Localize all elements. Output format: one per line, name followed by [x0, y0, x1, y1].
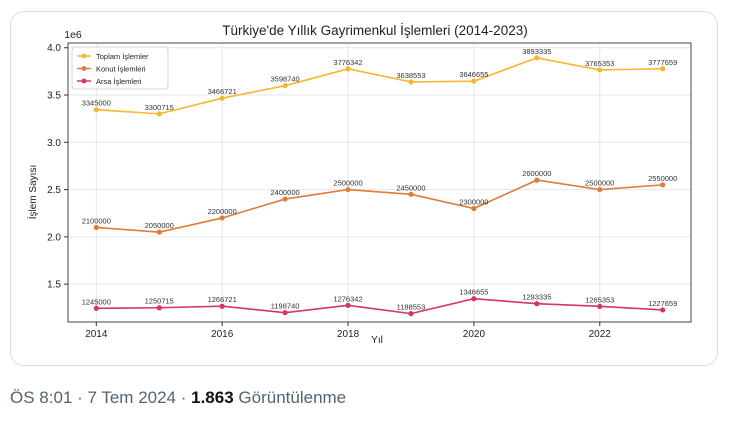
data-label: 3776342 — [333, 58, 362, 67]
legend-swatch-marker — [81, 53, 87, 59]
data-point — [345, 186, 351, 193]
data-label: 3765353 — [585, 59, 614, 68]
data-label: 3345000 — [82, 99, 111, 108]
legend-swatch-marker — [81, 66, 87, 71]
legend-swatch-marker — [81, 78, 87, 84]
chart-card[interactable]: 1.5 2.0 2.5 3.0 3.5 4.0 2014 2016 2018 2020 2022 33… — [10, 11, 718, 366]
data-point — [408, 191, 414, 197]
view-count: 1.863 — [191, 388, 234, 407]
legend-entry: Arsa İşlemleri — [96, 77, 142, 86]
data-label: 1250715 — [145, 297, 174, 306]
data-label: 2600000 — [522, 169, 551, 178]
data-point — [219, 215, 225, 221]
legend-entry: Konut İşlemleri — [96, 64, 146, 73]
data-point — [282, 310, 288, 316]
data-label: 1227659 — [648, 299, 677, 308]
x-tick-label: 2020 — [463, 329, 486, 340]
data-point — [345, 66, 351, 72]
data-point — [282, 196, 288, 202]
legend-entry: Toplam İşlemler — [96, 52, 149, 61]
y-tick-label: 1.5 — [47, 280, 61, 291]
data-point — [471, 78, 477, 84]
data-point — [534, 177, 540, 183]
line-chart: 1.5 2.0 2.5 3.0 3.5 4.0 2014 2016 2018 2020 2022 33… — [26, 23, 692, 346]
x-tick-label: 2014 — [85, 329, 108, 340]
x-axis-label: Yıl — [371, 335, 383, 346]
x-tick-label: 2022 — [589, 329, 612, 340]
data-point — [219, 95, 225, 101]
series-line — [96, 56, 663, 115]
data-label: 2200000 — [208, 207, 237, 216]
data-label: 1245000 — [82, 297, 111, 306]
data-point — [345, 302, 351, 308]
data-point — [408, 79, 414, 85]
data-label: 2550000 — [648, 174, 677, 183]
data-label: 3300715 — [145, 103, 174, 112]
data-label: 1293335 — [522, 293, 551, 302]
data-point — [534, 301, 540, 307]
tweet-date[interactable]: 7 Tem 2024 — [87, 388, 177, 407]
data-point — [282, 83, 288, 89]
series-line — [96, 179, 663, 233]
y-tick-label: 2.5 — [47, 185, 61, 196]
data-label: 1266721 — [208, 295, 237, 304]
data-label: 1188553 — [397, 303, 426, 312]
y-tick-label: 4.0 — [47, 43, 61, 54]
x-tick-label: 2018 — [337, 329, 360, 340]
tweet-meta: ÖS 8:01 · 7 Tem 2024 · 1.863 Görüntülenm… — [10, 388, 346, 408]
data-point — [660, 307, 666, 313]
data-point — [93, 107, 99, 113]
data-label: 2400000 — [271, 188, 300, 197]
view-label: Görüntülenme — [238, 388, 347, 407]
data-point — [408, 311, 414, 317]
chart-title: Türkiye'de Yıllık Gayrimenkul İşlemleri … — [222, 23, 527, 38]
data-label: 3638553 — [396, 71, 425, 80]
y-tick-label: 2.0 — [47, 232, 61, 243]
data-label: 1276342 — [333, 294, 362, 303]
data-point — [156, 229, 162, 235]
data-point — [156, 111, 162, 117]
data-label: 2100000 — [82, 216, 111, 225]
data-point — [597, 67, 603, 73]
data-label: 1198740 — [271, 302, 300, 311]
data-point — [534, 55, 540, 61]
y-tick-label: 3.5 — [47, 91, 61, 102]
data-point — [219, 303, 225, 309]
data-label: 3777659 — [648, 58, 677, 67]
legend-box — [71, 46, 169, 90]
data-label: 2450000 — [396, 183, 425, 192]
data-label: 3466721 — [208, 87, 237, 96]
y-axis-offset-label: 1e6 — [64, 29, 82, 41]
data-label: 2500000 — [333, 179, 362, 188]
data-point — [471, 296, 477, 302]
data-label: 2300000 — [459, 198, 488, 207]
x-tick-label: 2016 — [211, 329, 234, 340]
data-point — [93, 305, 99, 311]
data-point — [93, 224, 99, 231]
data-label: 3646655 — [459, 70, 488, 79]
data-label: 1265353 — [585, 295, 614, 304]
y-tick-label: 3.0 — [47, 138, 61, 149]
data-label: 3598740 — [271, 75, 300, 84]
data-label: 1346655 — [459, 288, 488, 297]
plot-frame — [67, 42, 692, 323]
tweet-time[interactable]: ÖS 8:01 — [10, 388, 73, 407]
data-point — [597, 186, 603, 193]
data-point — [597, 303, 603, 309]
data-label: 2500000 — [585, 179, 614, 188]
data-point — [660, 182, 666, 188]
y-axis-label: İşlem Sayısı — [26, 165, 39, 219]
data-point — [156, 305, 162, 311]
meta-separator: · — [176, 388, 192, 407]
data-label: 2050000 — [145, 221, 174, 230]
data-label: 3893335 — [522, 47, 551, 56]
data-point — [471, 205, 477, 212]
series-line — [96, 297, 663, 315]
meta-separator: · — [72, 388, 88, 407]
data-point — [660, 66, 666, 72]
